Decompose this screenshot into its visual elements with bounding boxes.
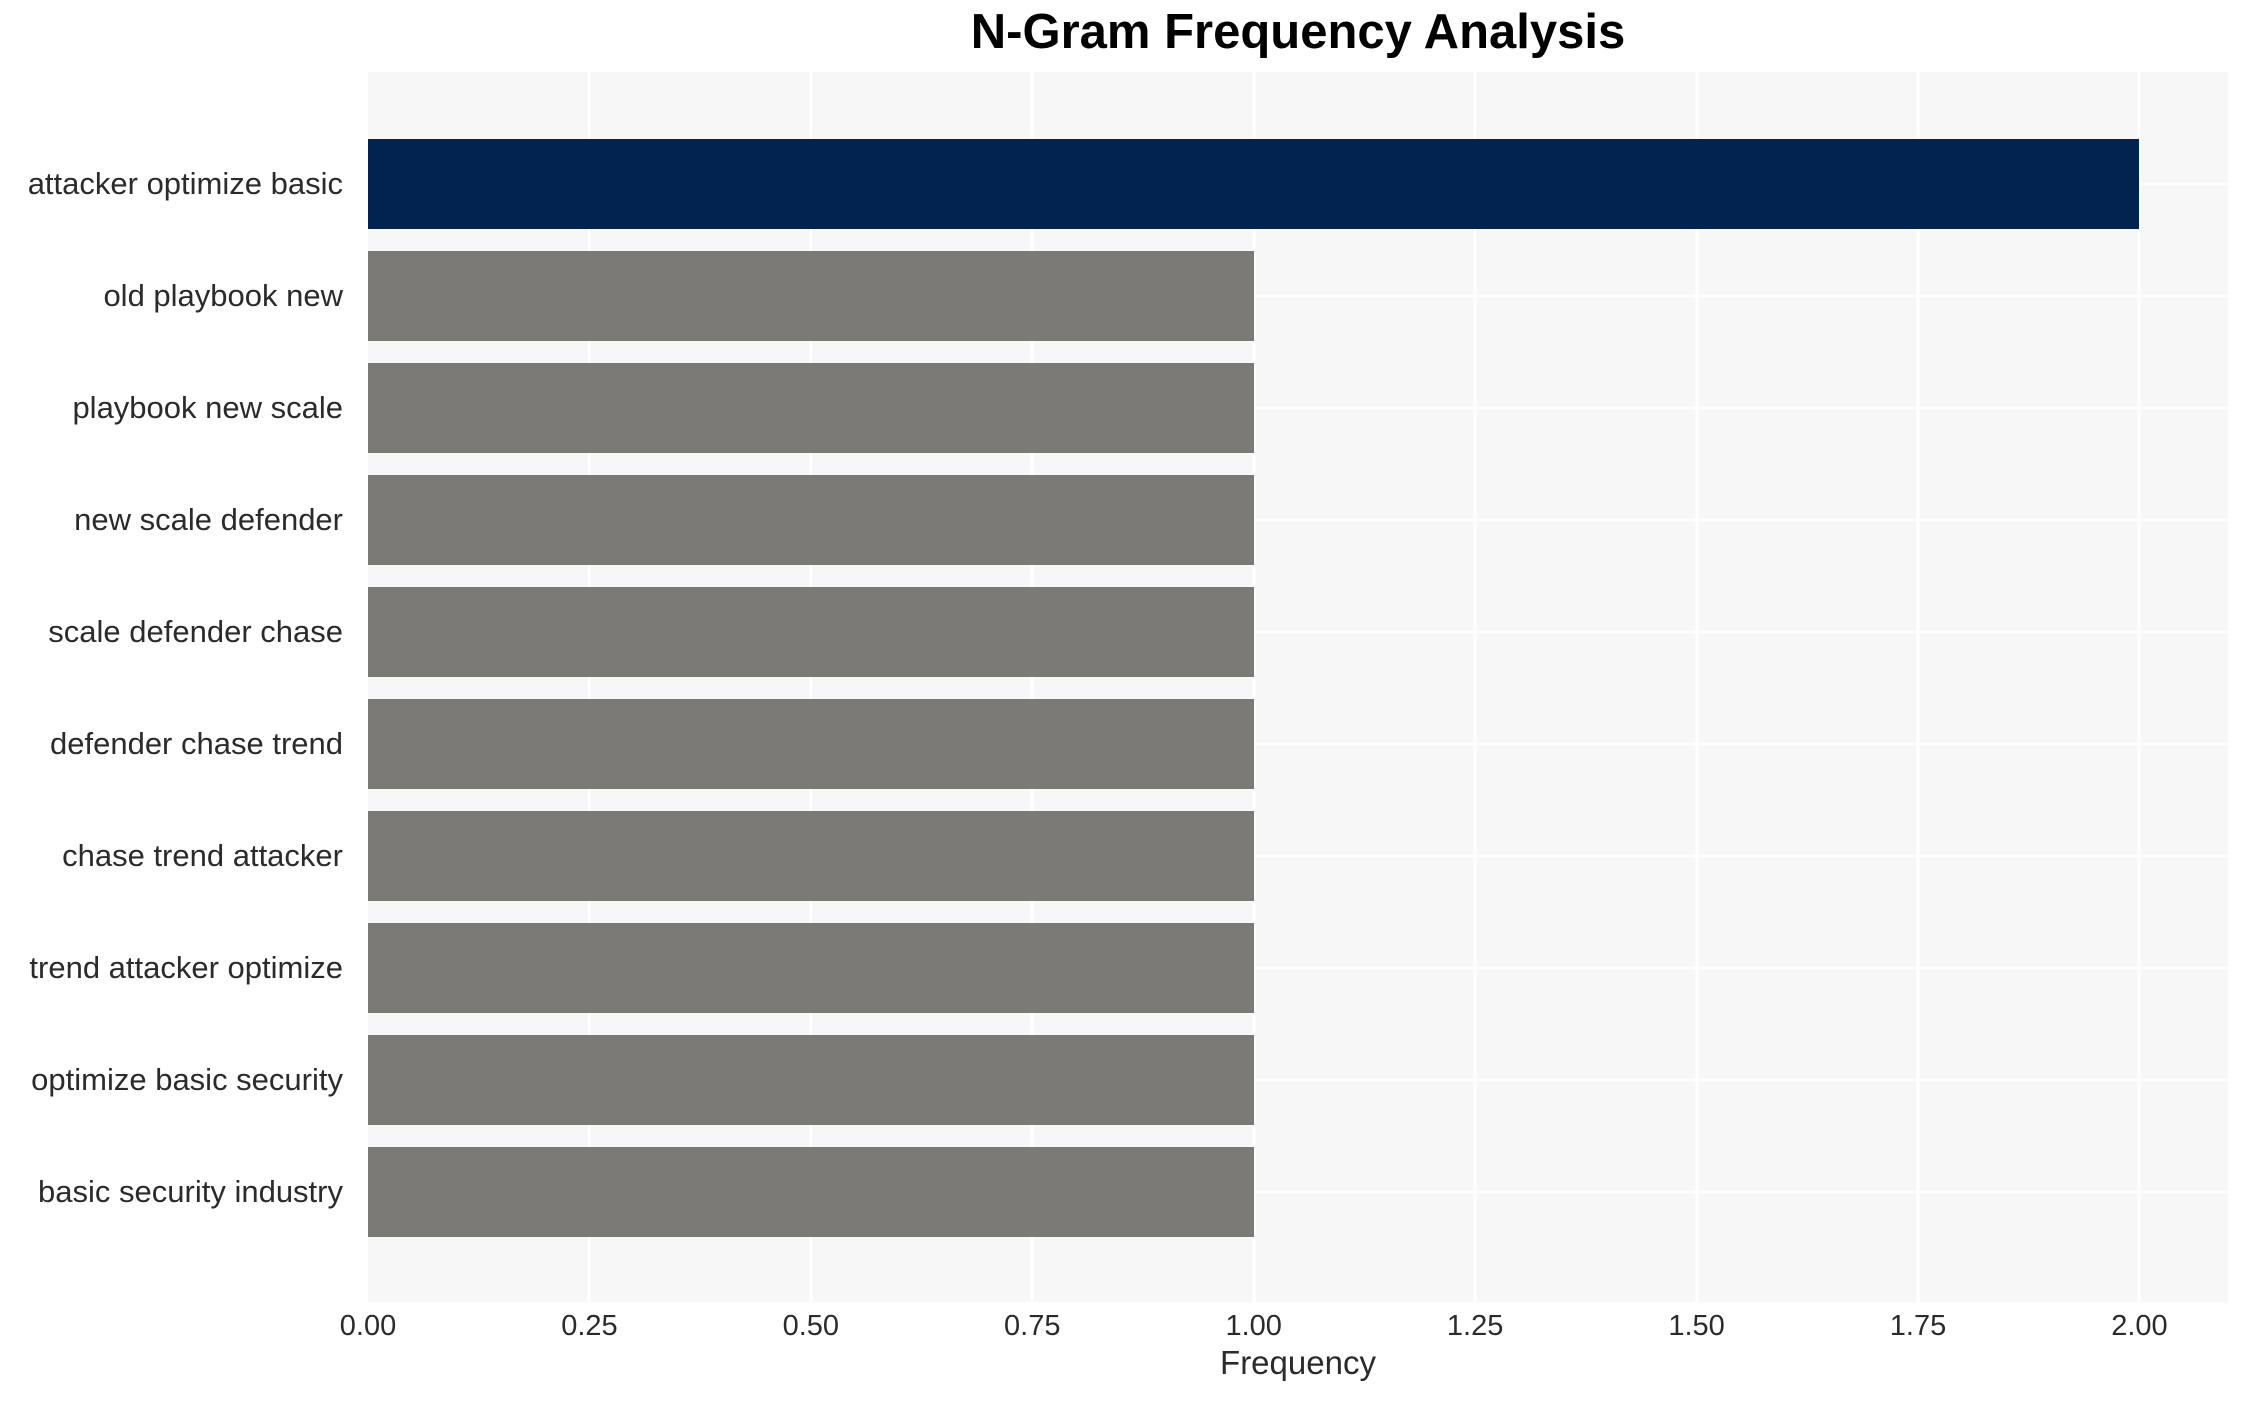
gridline-vertical xyxy=(1030,72,1034,1302)
gridline-vertical xyxy=(587,72,591,1302)
bar xyxy=(368,475,1254,565)
bar xyxy=(368,923,1254,1013)
bars-container xyxy=(368,128,2228,1248)
gridline-horizontal xyxy=(368,406,2228,410)
x-tick-label: 0.00 xyxy=(339,1310,397,1342)
bar-row xyxy=(368,352,2228,464)
bar xyxy=(368,811,1254,901)
gridline-horizontal xyxy=(368,1078,2228,1082)
gridline-vertical xyxy=(1695,72,1699,1302)
gridline-horizontal xyxy=(368,1190,2228,1194)
bar xyxy=(368,1147,1254,1237)
x-tick-label: 1.00 xyxy=(1225,1310,1282,1342)
bar xyxy=(368,363,1254,453)
bar-row xyxy=(368,576,2228,688)
y-tick-label: new scale defender xyxy=(74,502,343,537)
plot-area xyxy=(368,72,2228,1302)
bar-row xyxy=(368,240,2228,352)
x-tick-label: 2.00 xyxy=(2111,1310,2168,1342)
y-tick-label: playbook new scale xyxy=(72,390,343,425)
bar-row xyxy=(368,912,2228,1024)
bar-row xyxy=(368,688,2228,800)
x-axis-ticks: 0.00 0.25 0.50 0.75 1.00 1.25 1.50 1.75 2.00 xyxy=(340,1310,2228,1348)
x-tick-label: 1.50 xyxy=(1668,1310,1725,1342)
gridline-horizontal xyxy=(368,742,2228,746)
gridline-vertical xyxy=(2137,72,2141,1302)
vertical-gridlines xyxy=(368,72,2228,1302)
x-axis-label: Frequency xyxy=(1220,1344,1376,1381)
gridline-horizontal xyxy=(368,966,2228,970)
x-tick-label: 1.25 xyxy=(1446,1310,1504,1342)
bar-row xyxy=(368,1136,2228,1248)
bar-row xyxy=(368,1024,2228,1136)
gridline-vertical xyxy=(1916,72,1920,1302)
bar xyxy=(368,1035,1254,1125)
bar xyxy=(368,699,1254,789)
x-tick-label: 0.50 xyxy=(782,1310,840,1342)
bar xyxy=(368,587,1254,677)
y-tick-label: chase trend attacker xyxy=(62,838,343,873)
bar-row xyxy=(368,464,2228,576)
y-tick-label: optimize basic security xyxy=(31,1062,343,1097)
gridline-horizontal xyxy=(368,294,2228,298)
y-tick-label: scale defender chase xyxy=(48,614,343,649)
y-tick-label: defender chase trend xyxy=(50,726,343,761)
bar xyxy=(368,251,1254,341)
bar-row xyxy=(368,800,2228,912)
y-tick-label: trend attacker optimize xyxy=(29,950,343,985)
y-tick-label: attacker optimize basic xyxy=(27,166,343,201)
y-tick-label: old playbook new xyxy=(103,278,343,313)
gridline-vertical xyxy=(1473,72,1477,1302)
gridline-horizontal xyxy=(368,518,2228,522)
chart-title: N-Gram Frequency Analysis xyxy=(970,5,1626,59)
x-tick-label: 0.25 xyxy=(561,1310,618,1342)
y-axis-labels: attacker optimize basic old playbook new p… xyxy=(0,128,356,1248)
x-tick-label: 1.75 xyxy=(1889,1310,1947,1342)
gridline-horizontal xyxy=(368,854,2228,858)
bar-row xyxy=(368,128,2228,240)
gridline-vertical xyxy=(809,72,813,1302)
y-tick-label: basic security industry xyxy=(38,1174,343,1209)
gridline-vertical xyxy=(1252,72,1256,1302)
x-tick-label: 0.75 xyxy=(1004,1310,1061,1342)
gridline-horizontal xyxy=(368,630,2228,634)
bar xyxy=(368,139,2140,229)
